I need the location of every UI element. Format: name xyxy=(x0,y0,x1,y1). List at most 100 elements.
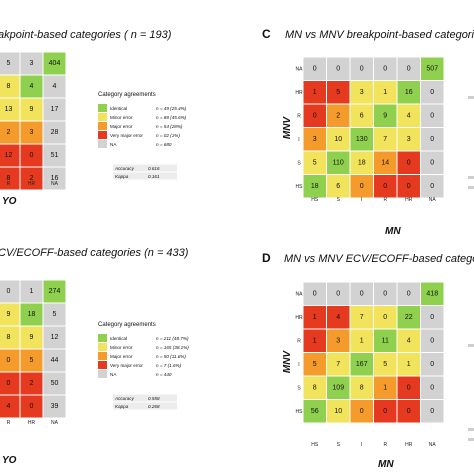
legend-swatch xyxy=(98,361,107,369)
cell-value: 0 xyxy=(30,403,34,410)
cell-value: 0 xyxy=(407,65,411,72)
heatmap-cell xyxy=(350,400,373,423)
cell-value: 109 xyxy=(332,384,344,391)
cell-value: 0 xyxy=(407,408,411,415)
heatmap-cell xyxy=(421,175,444,198)
cell-value: 0 xyxy=(360,65,364,72)
x-axis-title: YO xyxy=(2,455,17,466)
heatmap-cell xyxy=(43,52,66,75)
y-tick-label: HS xyxy=(296,409,304,415)
heatmap-cell xyxy=(397,81,420,104)
y-tick-label: S xyxy=(297,385,301,391)
cell-value: 5 xyxy=(30,357,34,364)
legend-fragment xyxy=(468,186,474,189)
heatmap-cell xyxy=(43,326,66,349)
heatmap-cell xyxy=(0,395,20,418)
legend-label: Very major error xyxy=(110,133,143,138)
heatmap-panel-2: C MN vs MNV breakpoint-based categories (… xyxy=(262,27,474,237)
cell-value: 0 xyxy=(430,384,434,391)
heatmap-cell xyxy=(374,400,397,423)
legend-label: Minor error xyxy=(110,115,133,120)
cell-value: 4 xyxy=(407,112,411,119)
cell-value: 404 xyxy=(49,60,61,67)
cell-value: 0 xyxy=(383,408,387,415)
cell-value: 3 xyxy=(30,60,34,67)
cell-value: 5 xyxy=(313,159,317,166)
cell-value: 0 xyxy=(430,183,434,190)
legend-label: Minor error xyxy=(110,345,133,350)
heatmap-cell xyxy=(43,372,66,395)
y-axis-title: MNV xyxy=(282,350,293,374)
heatmap-cell xyxy=(350,306,373,329)
cell-value: 0 xyxy=(7,380,11,387)
cell-value: 0 xyxy=(430,159,434,166)
cell-value: 3 xyxy=(407,136,411,143)
cell-value: 10 xyxy=(334,408,342,415)
heatmap-cell xyxy=(397,151,420,174)
cell-value: 274 xyxy=(49,288,61,295)
cell-value: 51 xyxy=(51,152,59,159)
cell-value: 418 xyxy=(426,290,438,297)
y-tick-label: I xyxy=(298,137,299,143)
heatmap-cell xyxy=(350,104,373,127)
cell-value: 18 xyxy=(28,311,36,318)
heatmap-cell xyxy=(43,349,66,372)
heatmap-cell xyxy=(350,81,373,104)
heatmap-cell xyxy=(327,57,350,80)
cell-value: 0 xyxy=(313,65,317,72)
cell-value: 3 xyxy=(313,136,317,143)
cell-value: 1 xyxy=(30,288,34,295)
legend-fragment xyxy=(468,438,474,441)
heatmap-cell xyxy=(397,376,420,399)
x-tick-label: I xyxy=(361,197,362,203)
cell-value: 507 xyxy=(426,65,438,72)
x-axis-title: YO xyxy=(2,196,17,207)
cell-value: 28 xyxy=(51,129,59,136)
heatmap-cell xyxy=(303,151,326,174)
cell-value: 12 xyxy=(51,334,59,341)
legend: Category agreements Identical n = 211 (48.… xyxy=(98,322,189,410)
cell-value: 0 xyxy=(383,314,387,321)
x-tick-label: HR xyxy=(28,420,36,426)
cell-value: 0 xyxy=(7,288,11,295)
heatmap-cell xyxy=(397,282,420,305)
heatmap-cell xyxy=(374,128,397,151)
cell-value: 0 xyxy=(336,65,340,72)
cell-value: 8 xyxy=(7,83,11,90)
cell-value: 9 xyxy=(30,106,34,113)
x-axis-title: MN xyxy=(378,459,394,470)
heatmap-cell xyxy=(20,52,43,75)
heatmap-cell xyxy=(43,121,66,144)
heatmap-cell xyxy=(20,144,43,167)
heatmap-cell xyxy=(374,353,397,376)
heatmap-cell xyxy=(20,303,43,326)
legend-swatch xyxy=(98,122,107,130)
heatmap-cell xyxy=(421,81,444,104)
heatmap-cell xyxy=(303,306,326,329)
x-tick-label: NA xyxy=(51,181,59,187)
heatmap-cell xyxy=(327,353,350,376)
x-tick-label: NA xyxy=(51,420,59,426)
heatmap-cell xyxy=(303,376,326,399)
cell-value: 0 xyxy=(430,136,434,143)
cell-value: 39 xyxy=(51,403,59,410)
heatmap-cell xyxy=(397,128,420,151)
heatmap-cell xyxy=(397,57,420,80)
heatmap-cell xyxy=(327,151,350,174)
legend-count: n = 680 xyxy=(156,142,172,147)
y-tick-label: NA xyxy=(296,66,304,72)
heatmap-cell xyxy=(43,280,66,303)
x-tick-label: R xyxy=(383,442,387,448)
heatmap-cell xyxy=(20,75,43,98)
cell-value: 8 xyxy=(7,175,11,182)
legend-count: n = 165 (38.1%) xyxy=(156,345,189,350)
panel-title: CV/ECOFF-based categories (n = 433) xyxy=(0,247,189,259)
cell-value: 16 xyxy=(405,89,413,96)
cell-value: 9 xyxy=(7,311,11,318)
cell-value: 0 xyxy=(430,112,434,119)
legend-count: n = 54 (28%) xyxy=(156,124,183,129)
legend-swatch xyxy=(98,370,107,378)
heatmap-cell xyxy=(397,175,420,198)
x-tick-label: NA xyxy=(429,197,437,203)
cell-value: 3 xyxy=(360,89,364,96)
